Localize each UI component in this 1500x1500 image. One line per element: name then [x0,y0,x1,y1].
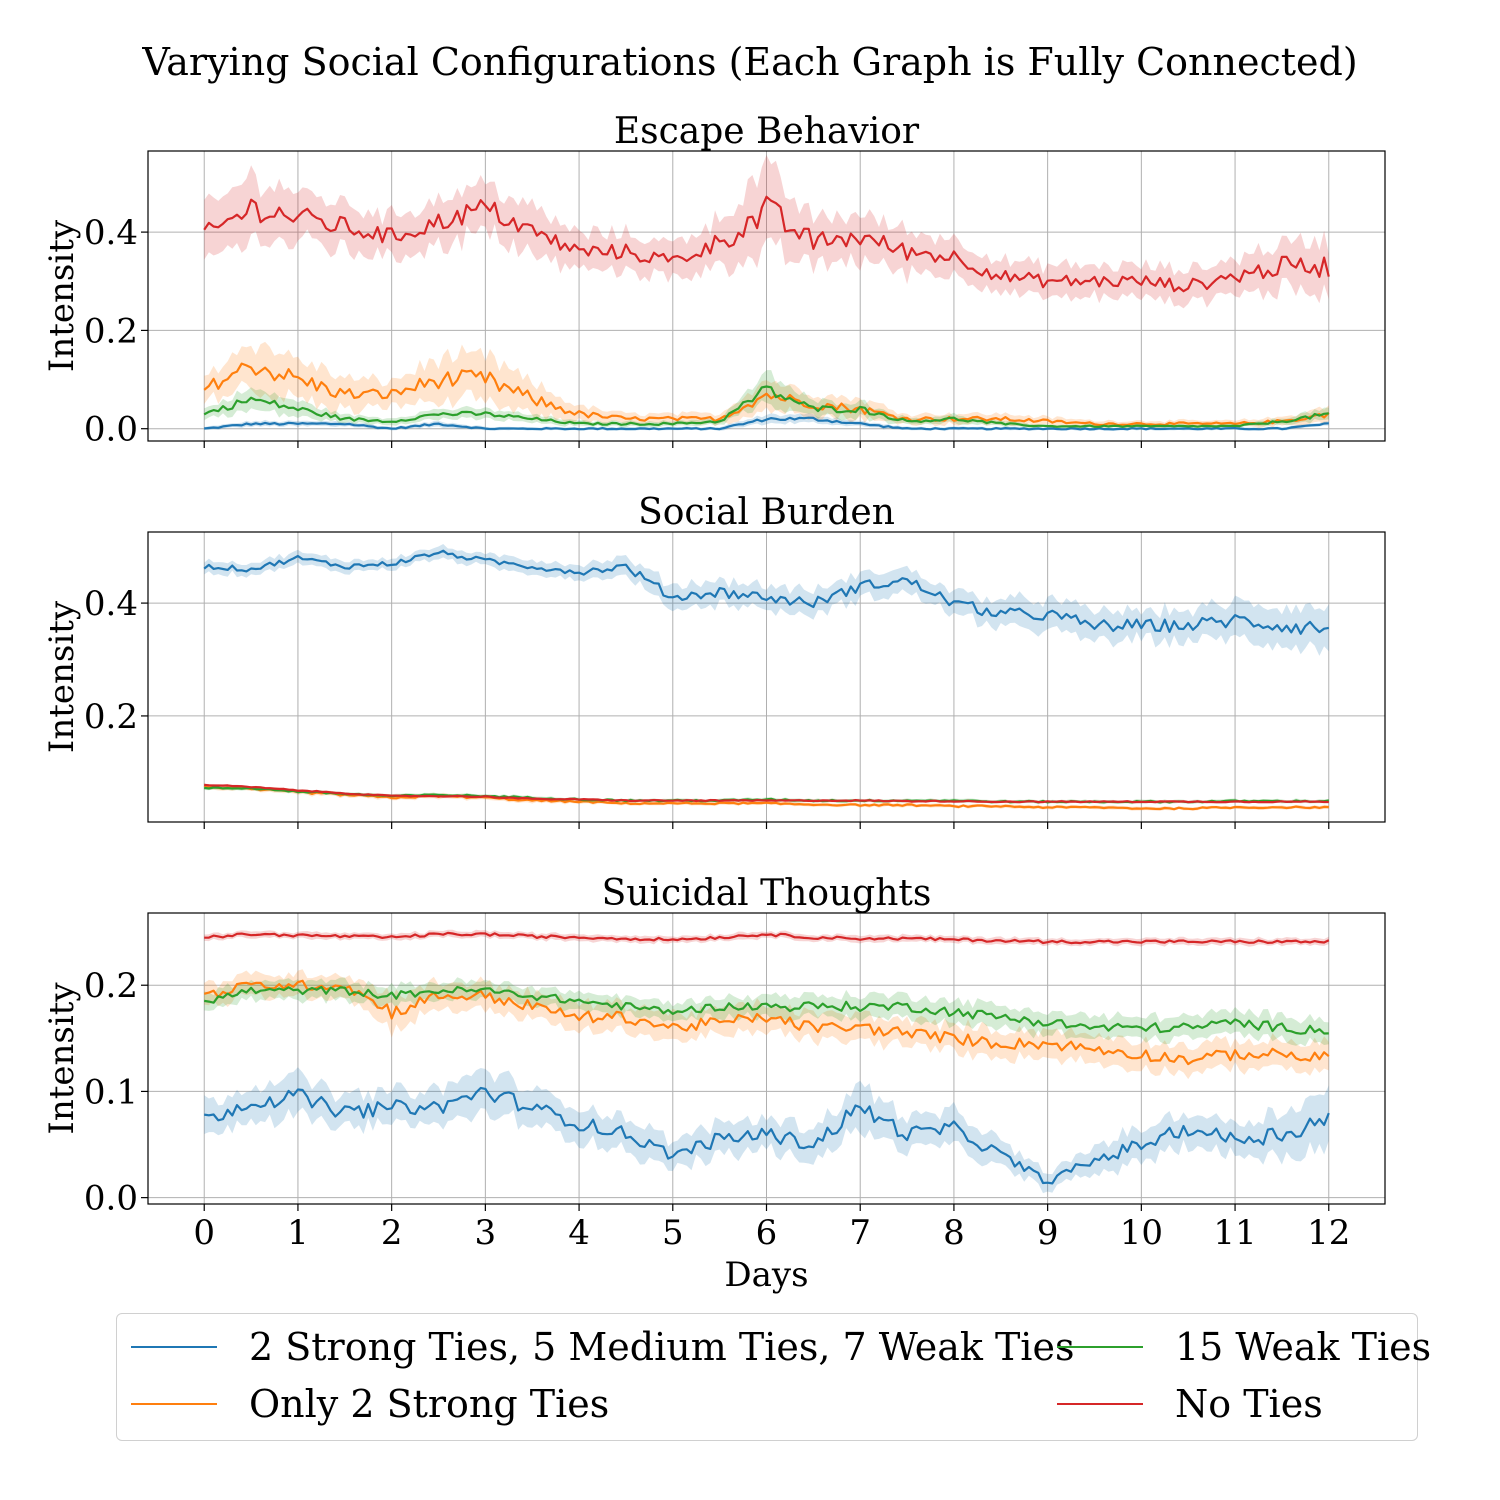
y-tick-label: 0.1 [84,1072,138,1112]
y-tick-label: 0.2 [84,966,138,1006]
series-line-3 [204,985,1329,1035]
series-line-2 [203,979,1330,1066]
legend-line-green [1057,1346,1143,1348]
x-tick-label: 8 [943,1213,965,1253]
confidence-band-series-2 [204,341,1329,429]
panel-title: Social Burden [638,492,895,533]
legend-line-red [1057,1403,1143,1405]
legend-line-blue [131,1346,217,1348]
x-tick-label: 5 [662,1213,684,1253]
series-line-3 [203,385,1329,428]
confidence-band-series-1 [204,1067,1329,1194]
y-tick-label: 0.0 [84,1179,138,1219]
x-tick-label: 6 [756,1213,778,1253]
series-line-1 [204,416,1329,431]
chart-panel-1: 0.0 0.2 0.4 Escape Behavior Intensity [42,111,1386,450]
legend-item-blue: 2 Strong Ties, 5 Medium Ties, 7 Weak Tie… [131,1325,1075,1369]
x-tick-label: 3 [475,1213,497,1253]
panel-title: Suicidal Thoughts [602,873,932,914]
confidence-band-series-3 [204,370,1329,429]
legend-item-red: No Ties [1057,1382,1323,1426]
legend-label-blue: 2 Strong Ties, 5 Medium Ties, 7 Weak Tie… [249,1325,1075,1369]
x-tick-label: 2 [381,1213,403,1253]
series-line-1 [203,549,1329,635]
x-tick-label: 11 [1213,1213,1256,1253]
x-tick-label: 1 [287,1213,309,1253]
x-tick-label: 4 [568,1213,590,1253]
legend-line-orange [131,1403,217,1405]
legend-item-orange: Only 2 Strong Ties [131,1382,610,1426]
series-line-4 [204,931,1330,945]
series-line-2 [203,362,1330,427]
series-line-4 [203,195,1330,293]
y-tick-label: 0.0 [84,410,138,450]
x-tick-label: 10 [1120,1213,1163,1253]
y-axis-label: Intensity [42,600,82,753]
legend: 2 Strong Ties, 5 Medium Ties, 7 Weak Tie… [116,1313,1431,1441]
series-line-2 [203,784,1329,811]
y-axis-label: Intensity [42,982,82,1135]
x-tick-label: 7 [849,1213,871,1253]
y-tick-label: 0.4 [84,584,138,624]
legend-label-green: 15 Weak Ties [1175,1325,1432,1369]
confidence-band-series-1 [204,413,1329,432]
y-tick-label: 0.2 [84,697,138,737]
y-tick-label: 0.4 [84,213,138,253]
legend-item-green: 15 Weak Ties [1057,1325,1432,1369]
legend-label-red: No Ties [1175,1382,1323,1426]
y-axis-label: Intensity [42,219,82,372]
x-tick-label: 12 [1307,1213,1350,1253]
series-line-4 [204,783,1329,804]
panel-title: Escape Behavior [614,111,920,152]
y-tick-label: 0.2 [84,311,138,351]
series-line-1 [204,1086,1330,1185]
x-axis-label: Days [724,1255,808,1295]
confidence-band-series-3 [204,977,1329,1047]
confidence-band-series-4 [204,155,1329,309]
x-tick-label: 9 [1037,1213,1059,1253]
legend-label-orange: Only 2 Strong Ties [249,1382,610,1426]
figure-title: Varying Social Configurations (Each Grap… [142,40,1358,84]
x-tick-label: 0 [193,1213,215,1253]
chart-panel-2: 0.2 0.4 Social Burden Intensity [42,492,1386,829]
